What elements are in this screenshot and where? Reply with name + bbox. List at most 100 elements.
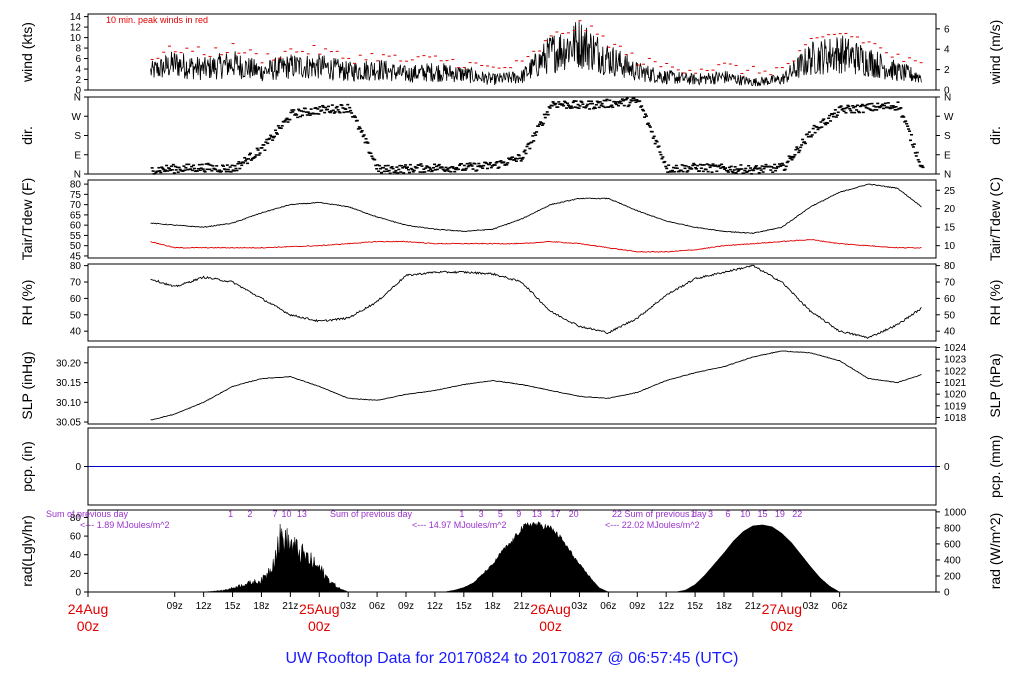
dir-point: [706, 170, 710, 173]
x-tick-label: 06z: [369, 601, 385, 612]
dir-point: [617, 104, 621, 107]
dir-point: [899, 107, 903, 109]
dir-point: [199, 167, 203, 170]
dir-point: [851, 105, 855, 107]
dir-point: [909, 133, 913, 136]
dir-point: [795, 146, 799, 148]
dir-point: [818, 126, 822, 129]
ylabel-left-temp: Tair/Tdew (F): [19, 178, 35, 260]
dir-point: [673, 167, 677, 169]
tick-label: 10: [70, 33, 82, 44]
x-tick-label: 03z: [340, 601, 356, 612]
rh-series-line: [150, 264, 922, 340]
dir-point: [542, 113, 546, 116]
dir-point: [473, 162, 477, 165]
dir-point: [197, 163, 201, 166]
tick-label: 40: [70, 327, 82, 338]
dir-point: [294, 113, 298, 115]
dir-point: [163, 170, 167, 173]
dir-point: [832, 112, 836, 115]
dir-point: [443, 170, 447, 172]
dir-point: [698, 163, 702, 166]
dir-point: [667, 164, 671, 166]
rad-hour-label: 1: [228, 509, 233, 519]
dir-point: [803, 142, 807, 145]
dir-point: [338, 111, 342, 114]
dir-point: [328, 111, 332, 114]
dir-point: [499, 160, 503, 162]
dir-point: [217, 170, 221, 173]
dir-point: [173, 165, 177, 168]
dir-point: [236, 163, 240, 165]
dir-point: [798, 149, 802, 152]
tick-label: 25: [944, 186, 956, 197]
dir-point: [257, 154, 261, 156]
dir-point: [434, 165, 438, 168]
dir-point: [883, 104, 886, 107]
dir-point: [735, 168, 739, 170]
dir-point: [337, 111, 341, 113]
dir-point: [184, 166, 188, 169]
dir-point: [452, 167, 456, 170]
dir-point: [613, 100, 617, 103]
dir-point: [480, 165, 484, 167]
dir-point: [571, 101, 575, 104]
dir-point: [347, 110, 351, 113]
dir-point: [773, 163, 777, 166]
dir-point: [168, 169, 172, 172]
dir-point: [586, 103, 590, 106]
dir-point: [803, 141, 807, 143]
dir-point: [247, 153, 251, 156]
dir-point: [670, 171, 674, 173]
dir-point: [740, 168, 744, 170]
dir-point: [353, 115, 356, 117]
dir-point: [664, 165, 668, 168]
chart-title: UW Rooftop Data for 20170824 to 20170827…: [285, 650, 739, 667]
dir-point: [566, 104, 570, 107]
dir-point: [700, 164, 704, 166]
dir-point: [249, 159, 253, 161]
tick-label: 1022: [944, 366, 967, 377]
dir-point: [515, 157, 519, 160]
dir-point: [855, 109, 859, 111]
dir-point: [348, 106, 352, 109]
dir-point: [345, 111, 349, 113]
dir-point: [502, 161, 506, 163]
dir-point: [822, 118, 826, 120]
dir-point: [441, 168, 445, 171]
dir-point: [476, 165, 480, 168]
dir-point: [481, 167, 485, 170]
dir-point: [910, 144, 914, 146]
dir-point: [585, 105, 589, 107]
dir-point: [329, 110, 333, 112]
day-label-hour: 00z: [308, 618, 331, 634]
tick-label: N: [74, 170, 81, 181]
dir-point: [593, 107, 597, 109]
tick-label: 0: [75, 86, 81, 97]
dir-point: [906, 125, 910, 127]
dir-point: [882, 107, 886, 110]
dir-point: [815, 126, 819, 128]
dir-point: [747, 164, 751, 167]
dir-point: [729, 165, 733, 168]
ylabel-right-slp: SLP (hPa): [987, 353, 1003, 417]
dir-point: [445, 169, 449, 171]
dir-point: [387, 169, 391, 172]
dir-point: [750, 173, 754, 175]
rad-note-line1: Sum of previous day: [46, 509, 129, 519]
dir-point: [340, 104, 344, 107]
dir-point: [872, 105, 876, 107]
dir-point: [819, 121, 823, 123]
dir-point: [503, 164, 507, 166]
dir-point: [232, 170, 236, 172]
dir-point: [871, 109, 875, 112]
rad-hour-label: 1: [459, 509, 464, 519]
x-tick-label: 09z: [167, 601, 183, 612]
dir-point: [575, 106, 579, 109]
dir-point: [618, 100, 622, 103]
dir-point: [169, 165, 173, 168]
dir-point: [399, 171, 403, 173]
dir-point: [520, 158, 524, 160]
dir-point: [469, 164, 473, 166]
dir-point: [448, 166, 452, 169]
